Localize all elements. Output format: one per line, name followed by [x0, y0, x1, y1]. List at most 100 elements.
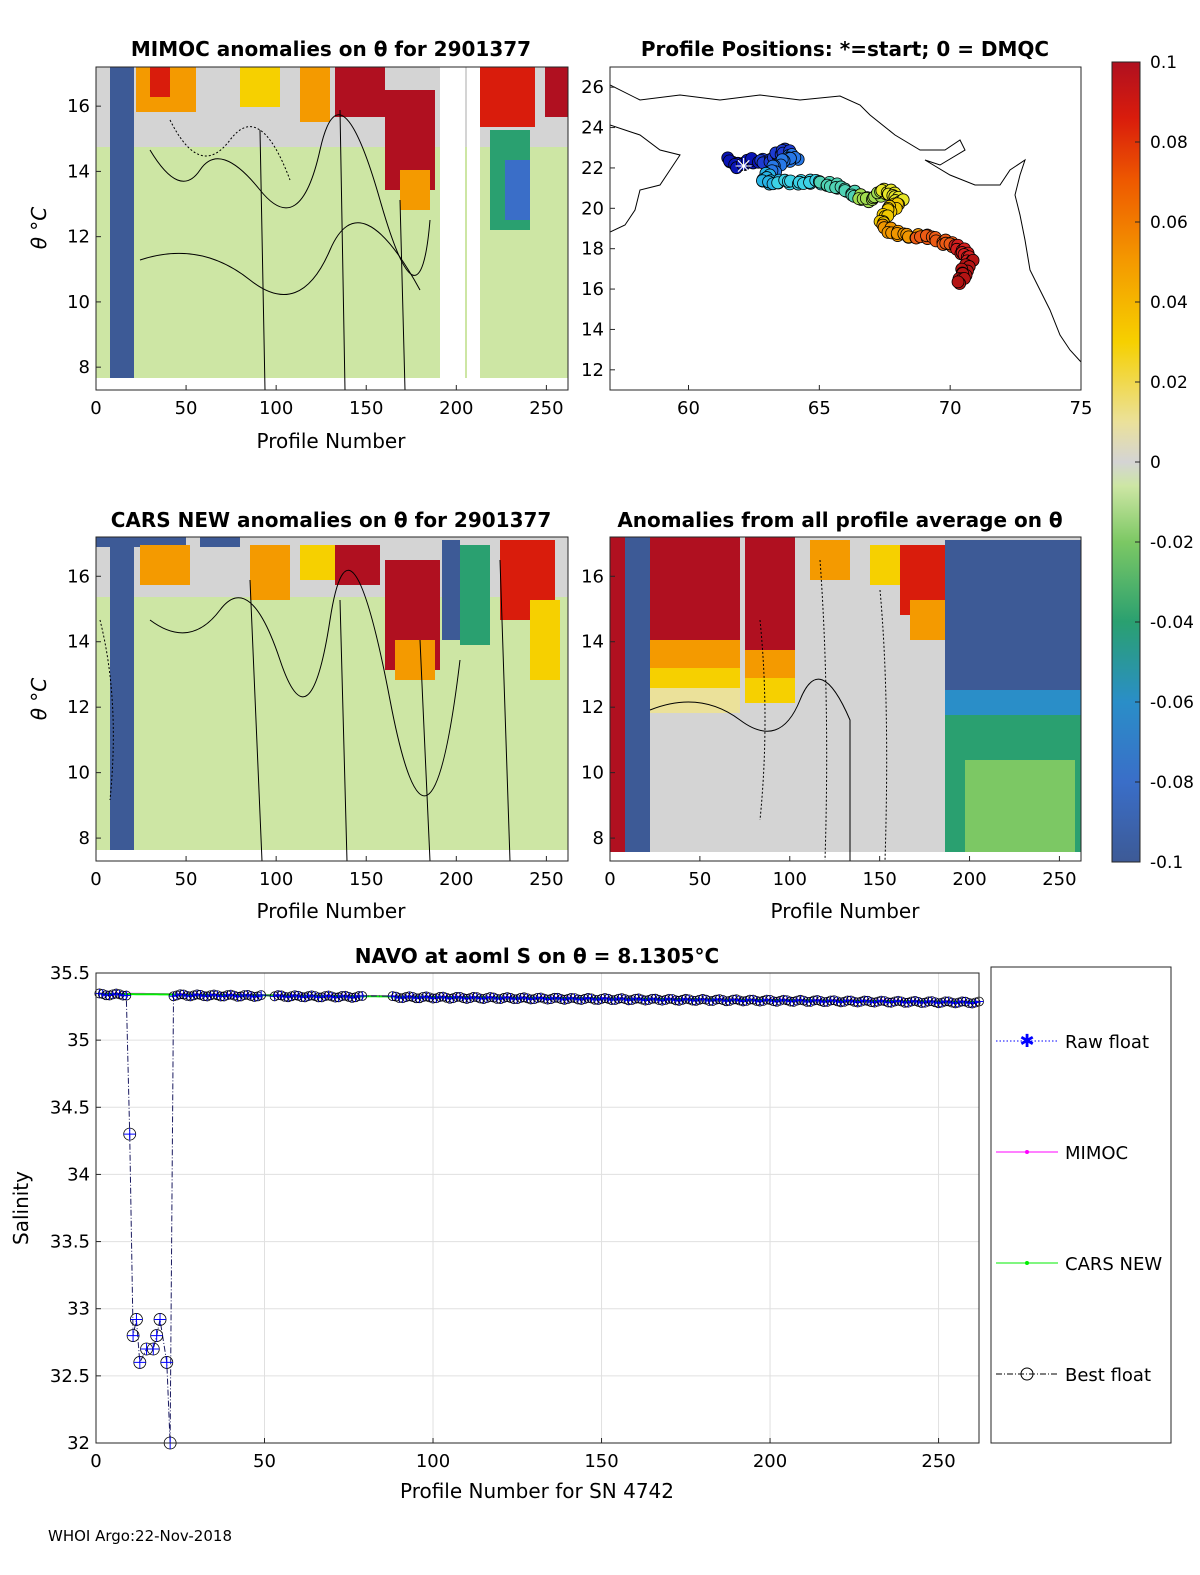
allavg-axes: 0 50 100 150 200 250 8 10 12 14 16 [581, 536, 1082, 890]
salinity-xtick-label: 150 [584, 1451, 618, 1472]
raw-float-point [147, 1343, 160, 1355]
positions-xtick-label: 70 [939, 398, 962, 419]
cars-contour-dotted [99, 619, 114, 801]
salinity-ytick-label: 32 [67, 1433, 90, 1454]
mimoc-blue-column [110, 67, 134, 385]
cars-axes: 0 50 100 150 200 250 8 10 12 14 16 [67, 536, 569, 890]
positions-axes-frame [609, 66, 1082, 391]
float-track: ✳ [721, 142, 980, 290]
cars-contour-2 [249, 559, 511, 861]
salinity-ytick-label: 33 [67, 1299, 90, 1320]
colorbar-tick-label: 0 [1150, 453, 1161, 473]
allavg-ytick-label: 8 [593, 828, 604, 849]
salinity-ylabel: Salinity [9, 1171, 33, 1245]
legend-entry-mimoc: MIMOC [996, 1143, 1128, 1164]
positions-xtick-label: 60 [677, 398, 700, 419]
allavg-xtick-label: 200 [952, 869, 986, 890]
cars-xtick-label: 0 [90, 869, 101, 890]
allavg-xlabel: Profile Number [771, 899, 921, 923]
legend-cars-label: CARS NEW [1065, 1254, 1162, 1275]
legend-raw-marker-icon: ✱ [1019, 1031, 1034, 1052]
legend-raw-label: Raw float [1065, 1032, 1149, 1053]
allavg-red-edge [610, 537, 625, 861]
positions-axes: 60 65 70 75 12 14 16 18 20 22 24 26 [581, 66, 1092, 419]
cars-warm-patch-3 [300, 545, 340, 580]
positions-background [610, 67, 1081, 390]
legend-box [990, 966, 1172, 1444]
cars-blue-column [110, 537, 134, 855]
salinity-xtick-label: 100 [416, 1451, 450, 1472]
cars-warm-patch-2 [250, 545, 290, 600]
colorbar-ticks: 0.1 0.08 0.06 0.04 0.02 0 -0.02 -0.04 -0.06 -0.08… [1135, 53, 1194, 873]
cars-ytick-label: 12 [67, 697, 90, 718]
mimoc-data-gap-1 [440, 67, 465, 390]
raw-float-point [127, 1329, 140, 1342]
salinity-ytick-label: 34 [67, 1164, 90, 1185]
allavg-orange-block [910, 600, 945, 640]
colorbar-tick-label: -0.1 [1150, 853, 1183, 873]
allavg-contour-dotted [759, 559, 888, 861]
legend-entry-raw-float: ✱ Raw float [996, 1031, 1149, 1053]
allavg-missing-bottom [610, 852, 1081, 861]
legend-best-label: Best float [1065, 1365, 1151, 1386]
panel-mimoc: MIMOC anomalies on θ for 2901377 0 50 10 [27, 37, 569, 453]
mimoc-warm-patch-2 [150, 67, 170, 97]
salinity-ytick-label: 35 [67, 1030, 90, 1051]
mimoc-ytick-label: 8 [79, 357, 90, 378]
salinity-xtick-label: 250 [921, 1451, 955, 1472]
mimoc-missing-bottom [96, 378, 568, 390]
raw-float-point [123, 1128, 136, 1141]
allavg-xtick-label: 50 [688, 869, 711, 890]
salinity-legend: ✱ Raw float MIMOC CARS NEW Best float [990, 966, 1172, 1444]
allavg-title: Anomalies from all profile average on θ [617, 508, 1062, 532]
positions-ytick-label: 24 [581, 118, 604, 139]
panel-positions: Profile Positions: *=start; 0 = DMQC ✳ 6… [581, 37, 1092, 419]
allavg-red-block-1 [650, 537, 740, 647]
raw-float-point [121, 991, 131, 1001]
colorbar-tick-label: -0.04 [1150, 613, 1194, 633]
allavg-warm-patch-2 [870, 545, 905, 585]
cars-ylabel: θ °C [27, 678, 51, 721]
allavg-ytick-label: 16 [581, 566, 604, 587]
colorbar-tick-label: 0.02 [1150, 373, 1188, 393]
cars-missing-bottom [96, 850, 568, 861]
cars-heatmap [96, 537, 568, 861]
cars-orange-block [395, 640, 435, 680]
mimoc-red-block-4 [545, 67, 568, 117]
allavg-ytick-label: 12 [581, 697, 604, 718]
cars-xtick-label: 150 [349, 869, 383, 890]
colorbar-tick-label: -0.06 [1150, 693, 1194, 713]
panel-allavg: Anomalies from all profile average on θ [581, 508, 1082, 923]
legend-cars-marker-icon [1025, 1261, 1029, 1265]
cars-blue-top-2 [200, 537, 240, 547]
cars-contour-1 [149, 570, 461, 797]
allavg-yellow-band-2 [745, 678, 795, 703]
mimoc-contour-3 [259, 109, 406, 390]
allavg-pale-band-1 [650, 688, 740, 713]
start-marker-icon: ✳ [735, 155, 753, 180]
cars-title: CARS NEW anomalies on θ for 2901377 [111, 508, 552, 532]
cars-ytick-label: 10 [67, 763, 90, 784]
allavg-orange-band-1 [650, 640, 740, 670]
cars-yellow-block [530, 600, 560, 680]
salinity-ytick-label: 32.5 [50, 1366, 90, 1387]
cars-xtick-label: 250 [529, 869, 563, 890]
salinity-ytick-label: 33.5 [50, 1232, 90, 1253]
mimoc-ytick-label: 12 [67, 227, 90, 248]
salinity-ytick-label: 35.5 [50, 963, 90, 984]
mimoc-xtick-label: 0 [90, 398, 101, 419]
positions-ytick-label: 22 [581, 158, 604, 179]
raw-float-point [133, 1356, 146, 1369]
allavg-ytick-label: 10 [581, 763, 604, 784]
cars-blue-block [442, 540, 460, 640]
positions-ytick-label: 26 [581, 77, 604, 98]
salinity-title: NAVO at aoml S on θ = 8.1305°C [355, 944, 719, 968]
colorbar-tick-label: 0.06 [1150, 213, 1188, 233]
allavg-lightgreen-block [965, 760, 1075, 861]
positions-ytick-label: 16 [581, 279, 604, 300]
salinity-xtick-label: 0 [90, 1451, 101, 1472]
mimoc-data-gap-2 [467, 67, 480, 390]
allavg-ytick-label: 14 [581, 632, 604, 653]
allavg-warm-patch-1 [810, 540, 850, 580]
allavg-red-block-2 [745, 537, 795, 657]
